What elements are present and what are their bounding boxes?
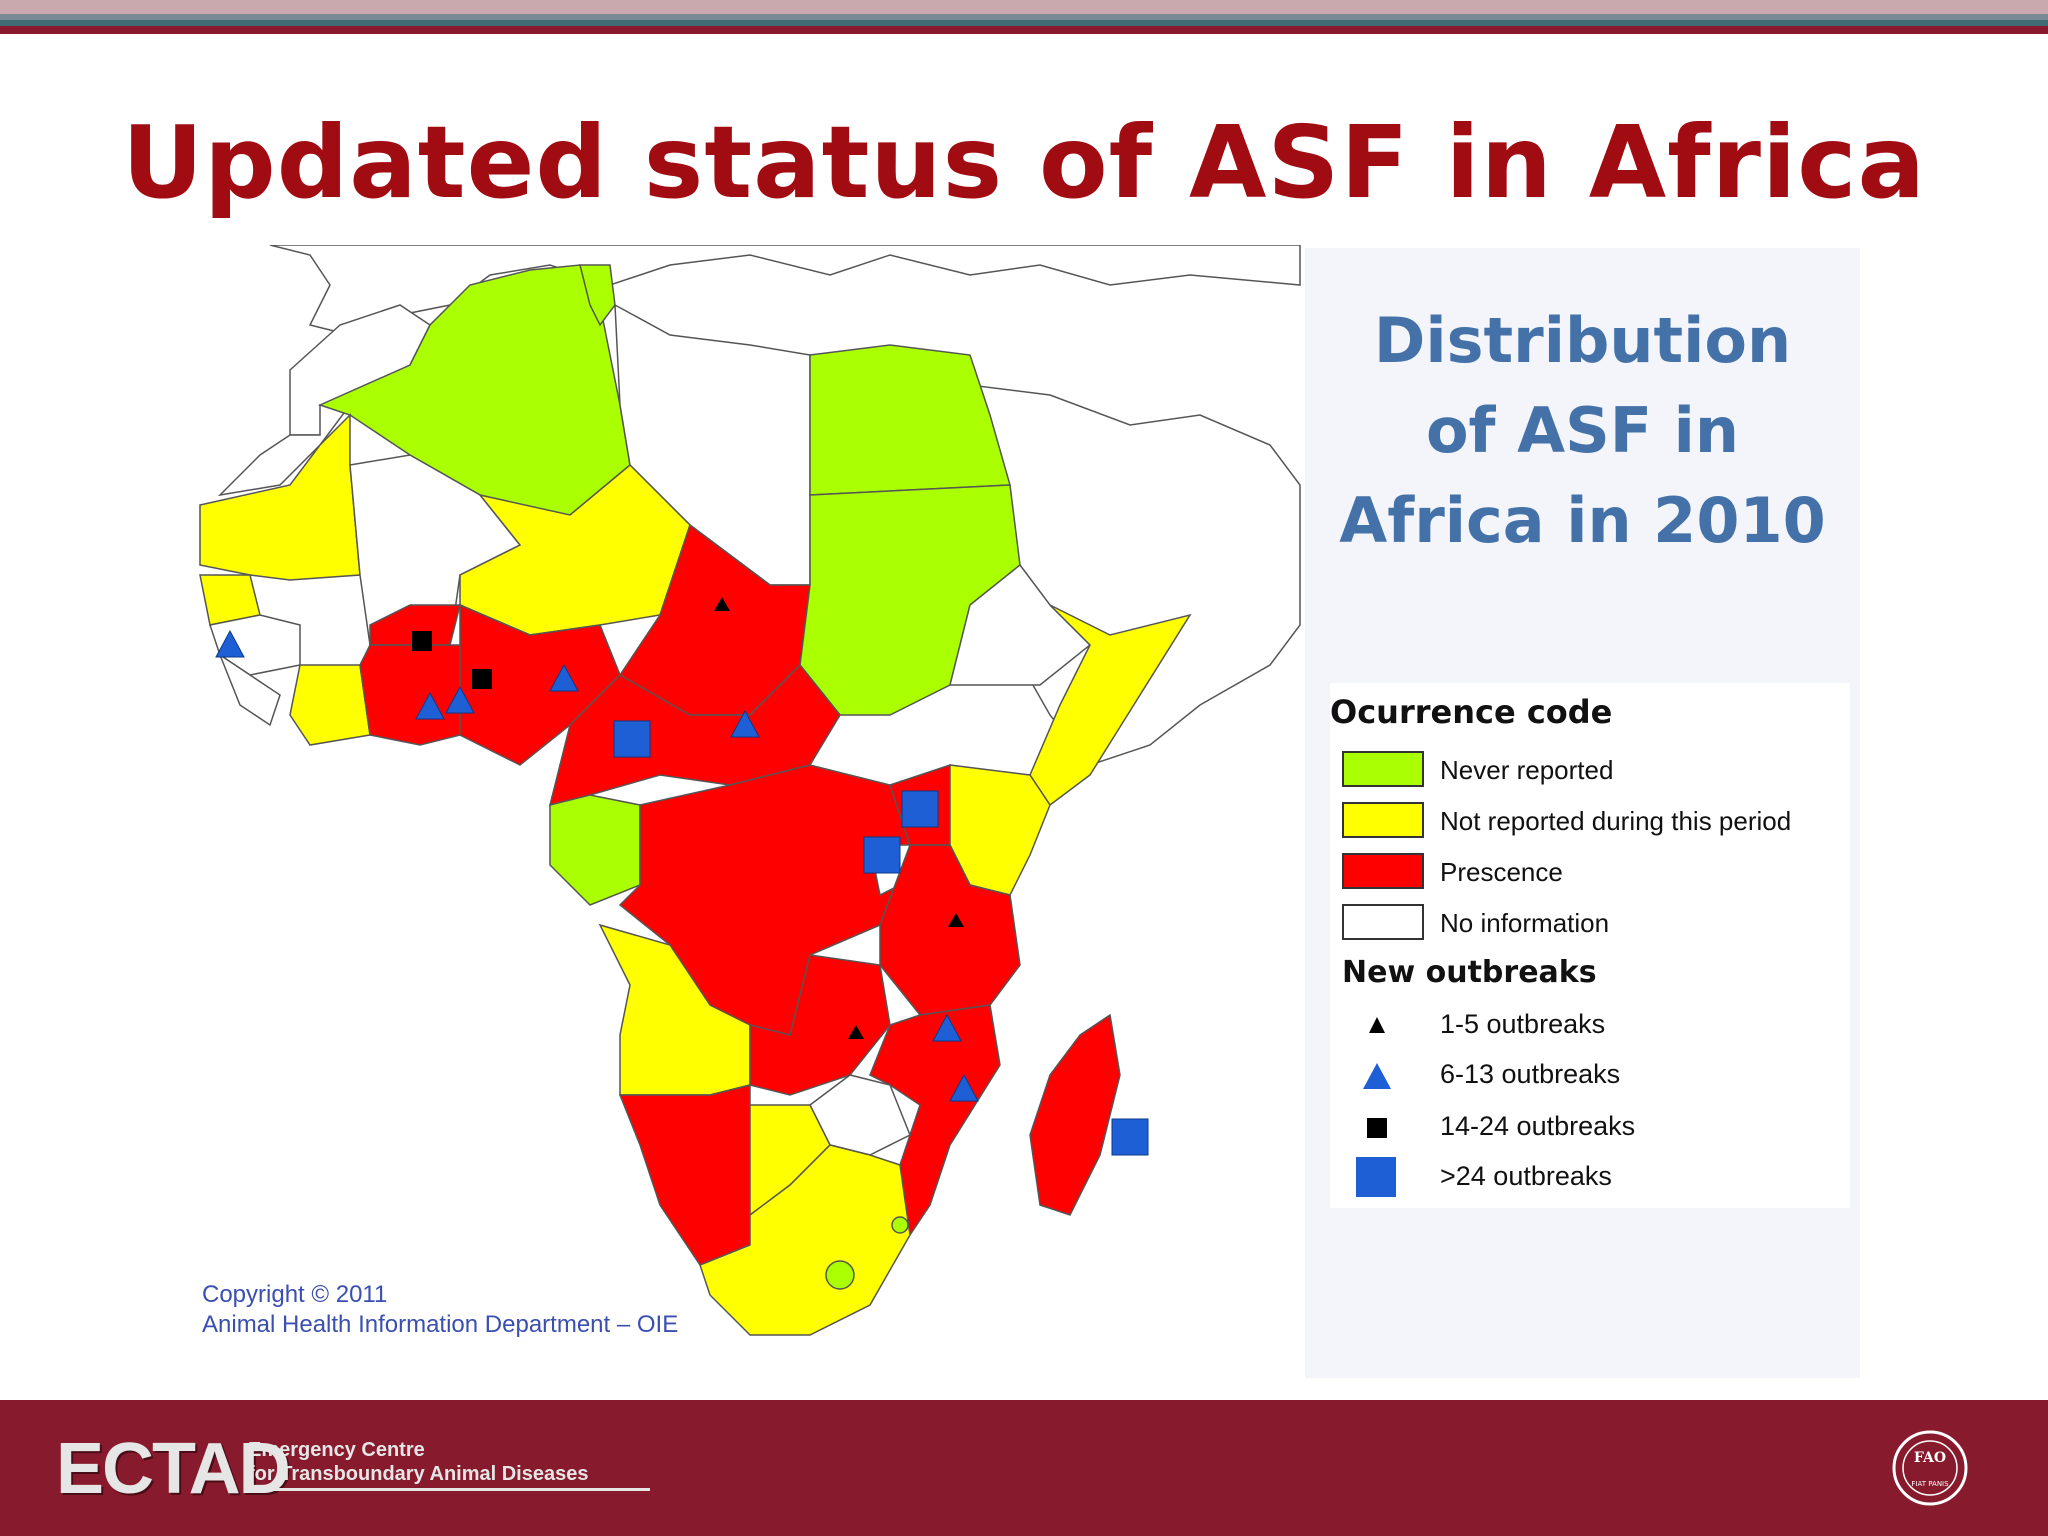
lesotho <box>825 1260 855 1290</box>
black-square-icon <box>1367 1118 1387 1138</box>
swaziland <box>891 1216 909 1234</box>
fao-logo-motto: FIAT PANIS <box>1911 1480 1949 1488</box>
europe-outline <box>269 245 1301 336</box>
swatch-presence <box>1342 853 1424 889</box>
gabon-congo <box>549 794 641 906</box>
legend-label: 6-13 outbreaks <box>1440 1059 1621 1089</box>
marker-black-square <box>472 669 492 689</box>
tunisia <box>579 264 616 327</box>
sierra-leone-liberia <box>218 653 281 727</box>
cote-divoire <box>289 664 371 746</box>
marker-blue-triangle <box>949 1073 979 1102</box>
map-copyright: Copyright © 2011 Animal Health Informati… <box>202 1280 678 1340</box>
sudan <box>799 484 1021 716</box>
distribution-title: Distribution of ASF in Africa in 2010 <box>1305 296 1860 566</box>
footer-bar: ECTAD Emergency Centre for Transboundary… <box>0 1400 2048 1536</box>
legend-item-14-24-outbreaks: 14-24 outbreaks <box>1330 1107 1850 1151</box>
marker-blue-triangle <box>730 709 760 738</box>
legend-item-over-24-outbreaks: >24 outbreaks <box>1330 1157 1850 1201</box>
marker-blue-square <box>863 836 901 874</box>
marker-small-black-triangle <box>714 597 730 611</box>
marker-small-black-triangle <box>848 1025 864 1039</box>
small-black-triangle-icon <box>1369 1017 1385 1033</box>
africa-asf-map <box>190 245 1305 1355</box>
legend-item-1-5-outbreaks: 1-5 outbreaks <box>1330 1005 1850 1049</box>
south-africa <box>699 1144 911 1336</box>
somalia <box>1029 604 1192 807</box>
marker-black-square <box>412 631 432 651</box>
slide-title: Updated status of ASF in Africa <box>121 104 1927 221</box>
legend-label: >24 outbreaks <box>1440 1161 1612 1191</box>
blue-square-icon <box>1356 1157 1396 1197</box>
top-decorative-bar <box>0 0 2048 36</box>
blue-triangle-icon <box>1363 1063 1391 1089</box>
marker-blue-square <box>901 790 939 828</box>
ectad-subtitle-line-2: for Transboundary Animal Diseases <box>248 1463 589 1485</box>
copyright-line-1: Copyright © 2011 <box>202 1281 388 1308</box>
marker-blue-triangle <box>215 629 245 658</box>
map-legend: Ocurrence code Never reported Not report… <box>1330 683 1850 1208</box>
distribution-title-line-2: of ASF in <box>1425 394 1740 467</box>
marker-blue-triangle <box>445 685 475 714</box>
legend-label: 14-24 outbreaks <box>1440 1111 1636 1141</box>
egypt <box>809 344 1011 496</box>
legend-item-no-information: No information <box>1330 902 1850 946</box>
outbreak-markers <box>215 597 1149 1156</box>
ectad-subtitle-line-1: Emergency Centre <box>248 1439 425 1461</box>
marker-blue-triangle <box>415 691 445 720</box>
marker-blue-triangle <box>932 1013 962 1042</box>
legend-label: Prescence <box>1440 857 1563 887</box>
swatch-never-reported <box>1342 751 1424 787</box>
legend-item-6-13-outbreaks: 6-13 outbreaks <box>1330 1055 1850 1099</box>
occurrence-heading: Ocurrence code <box>1330 693 1613 731</box>
swatch-not-reported <box>1342 802 1424 838</box>
copyright-line-2: Animal Health Information Department – O… <box>202 1311 679 1338</box>
legend-item-never-reported: Never reported <box>1330 749 1850 793</box>
ectad-logo-subtitle: Emergency Centre for Transboundary Anima… <box>248 1438 588 1486</box>
fao-logo-text: FAO <box>1914 1450 1946 1466</box>
distribution-title-line-1: Distribution <box>1373 304 1792 377</box>
legend-label: Never reported <box>1440 755 1614 785</box>
ghana-togo-benin <box>359 644 461 746</box>
legend-item-presence: Prescence <box>1330 851 1850 895</box>
legend-item-not-reported: Not reported during this period <box>1330 800 1850 844</box>
namibia <box>618 1084 751 1266</box>
distribution-title-line-3: Africa in 2010 <box>1339 484 1826 557</box>
legend-label: No information <box>1440 908 1610 938</box>
marker-blue-square <box>1111 1118 1149 1156</box>
marker-blue-square <box>613 720 651 758</box>
fao-logo: FAO FIAT PANIS <box>1892 1430 1968 1506</box>
outbreaks-heading: New outbreaks <box>1342 955 1597 990</box>
marker-small-black-triangle <box>948 913 964 927</box>
legend-label: 1-5 outbreaks <box>1440 1009 1606 1039</box>
mauritania <box>199 413 361 581</box>
madagascar <box>1029 1013 1121 1216</box>
swatch-no-information <box>1342 904 1424 940</box>
ectad-underline <box>248 1488 650 1491</box>
legend-label: Not reported during this period <box>1440 806 1792 836</box>
ectad-logo-text: ECTAD <box>56 1429 291 1509</box>
tanzania <box>879 844 1021 1016</box>
marker-blue-triangle <box>549 663 579 692</box>
